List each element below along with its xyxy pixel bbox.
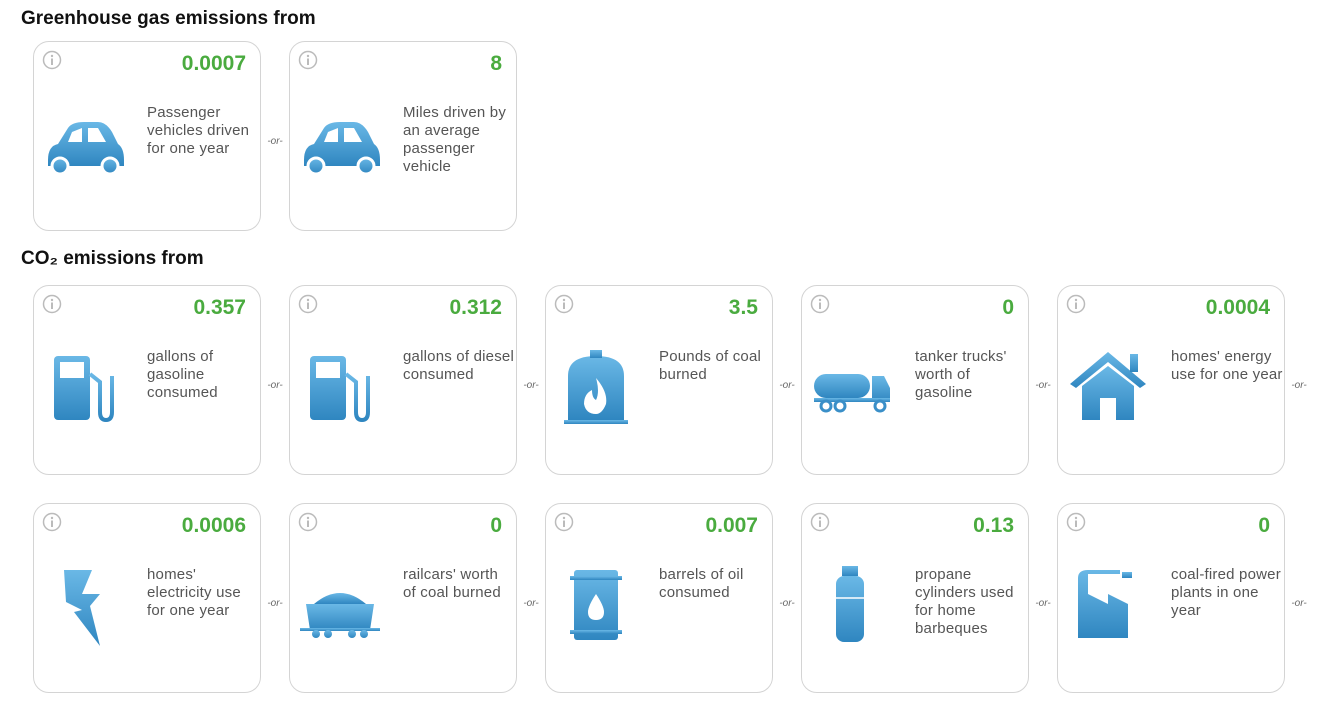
result-label: propane cylinders used for home barbeque… bbox=[915, 566, 1014, 637]
or-separator: -or- bbox=[267, 380, 283, 391]
result-card: 0.13 propane cylinders used for home barb… bbox=[801, 503, 1029, 693]
equivalency-icon bbox=[812, 346, 892, 435]
result-label: railcars' worth of coal burned bbox=[403, 566, 501, 601]
result-label: gallons of diesel consumed bbox=[403, 348, 514, 383]
result-value: 0.357 bbox=[193, 296, 246, 319]
info-icon[interactable] bbox=[554, 512, 574, 537]
result-value: 0.0007 bbox=[181, 52, 246, 75]
result-card: 0 railcars' worth of coal burned bbox=[289, 503, 517, 693]
info-icon[interactable] bbox=[298, 50, 318, 75]
result-value: 0 bbox=[1258, 514, 1270, 537]
equivalency-icon bbox=[1068, 564, 1148, 653]
result-card: 0.312 gallons of diesel consumed bbox=[289, 285, 517, 475]
result-label: homes' electricity use for one year bbox=[147, 566, 241, 619]
equivalency-icon bbox=[44, 346, 124, 435]
result-card: 0.0007 Passenger vehicles driven for one … bbox=[33, 41, 261, 231]
equivalency-icon bbox=[556, 346, 636, 435]
equivalency-icon bbox=[812, 564, 892, 653]
info-icon[interactable] bbox=[42, 294, 62, 319]
info-icon[interactable] bbox=[554, 294, 574, 319]
result-value: 0 bbox=[1002, 296, 1014, 319]
result-value: 8 bbox=[490, 52, 502, 75]
result-value: 3.5 bbox=[728, 296, 758, 319]
equivalency-icon bbox=[556, 564, 636, 653]
result-card: 0 tanker trucks' worth of gasoline bbox=[801, 285, 1029, 475]
result-label: barrels of oil consumed bbox=[659, 566, 744, 601]
result-card: 0.0006 homes' electricity use for one yea… bbox=[33, 503, 261, 693]
info-icon[interactable] bbox=[42, 512, 62, 537]
result-label: homes' energy use for one year bbox=[1171, 348, 1283, 383]
info-icon[interactable] bbox=[42, 50, 62, 75]
equivalency-icon bbox=[44, 102, 124, 191]
or-separator: -or- bbox=[1035, 598, 1051, 609]
result-value: 0.13 bbox=[973, 514, 1014, 537]
or-separator: -or- bbox=[523, 380, 539, 391]
or-separator: -or- bbox=[779, 380, 795, 391]
result-label: Miles driven by an average passenger veh… bbox=[403, 104, 507, 175]
result-card: 0 coal-fired power plants in one year bbox=[1057, 503, 1285, 693]
or-separator: -or- bbox=[1291, 598, 1307, 609]
or-separator: -or- bbox=[1035, 380, 1051, 391]
or-separator: -or- bbox=[1291, 380, 1307, 391]
info-icon[interactable] bbox=[810, 512, 830, 537]
equivalency-icon bbox=[300, 102, 380, 191]
result-value: 0.0006 bbox=[181, 514, 246, 537]
equivalency-icon bbox=[300, 564, 380, 653]
result-value: 0.312 bbox=[449, 296, 502, 319]
or-separator: -or- bbox=[267, 598, 283, 609]
info-icon[interactable] bbox=[1066, 294, 1086, 319]
result-card: 0.0004 homes' energy use for one year bbox=[1057, 285, 1285, 475]
result-label: coal-fired power plants in one year bbox=[1171, 566, 1281, 619]
result-value: 0.007 bbox=[705, 514, 758, 537]
info-icon[interactable] bbox=[298, 294, 318, 319]
result-label: gallons of gasoline consumed bbox=[147, 348, 218, 401]
equivalency-icon bbox=[1068, 346, 1148, 435]
equivalency-icon bbox=[300, 346, 380, 435]
or-separator: -or- bbox=[523, 598, 539, 609]
or-separator: -or- bbox=[779, 598, 795, 609]
result-card: 0.357 gallons of gasoline consumed bbox=[33, 285, 261, 475]
result-card: 0.007 barrels of oil consumed bbox=[545, 503, 773, 693]
section-title: Greenhouse gas emissions from bbox=[21, 8, 316, 29]
section-title: CO₂ emissions from bbox=[21, 248, 204, 269]
result-label: tanker trucks' worth of gasoline bbox=[915, 348, 1007, 401]
result-label: Passenger vehicles driven for one year bbox=[147, 104, 250, 157]
result-value: 0 bbox=[490, 514, 502, 537]
result-card: 8 Miles driven by an average passenger ve… bbox=[289, 41, 517, 231]
or-separator: -or- bbox=[267, 136, 283, 147]
result-card: 3.5 Pounds of coal burned bbox=[545, 285, 773, 475]
info-icon[interactable] bbox=[1066, 512, 1086, 537]
equivalency-icon bbox=[44, 564, 124, 653]
result-value: 0.0004 bbox=[1205, 296, 1270, 319]
info-icon[interactable] bbox=[298, 512, 318, 537]
info-icon[interactable] bbox=[810, 294, 830, 319]
result-label: Pounds of coal burned bbox=[659, 348, 762, 383]
